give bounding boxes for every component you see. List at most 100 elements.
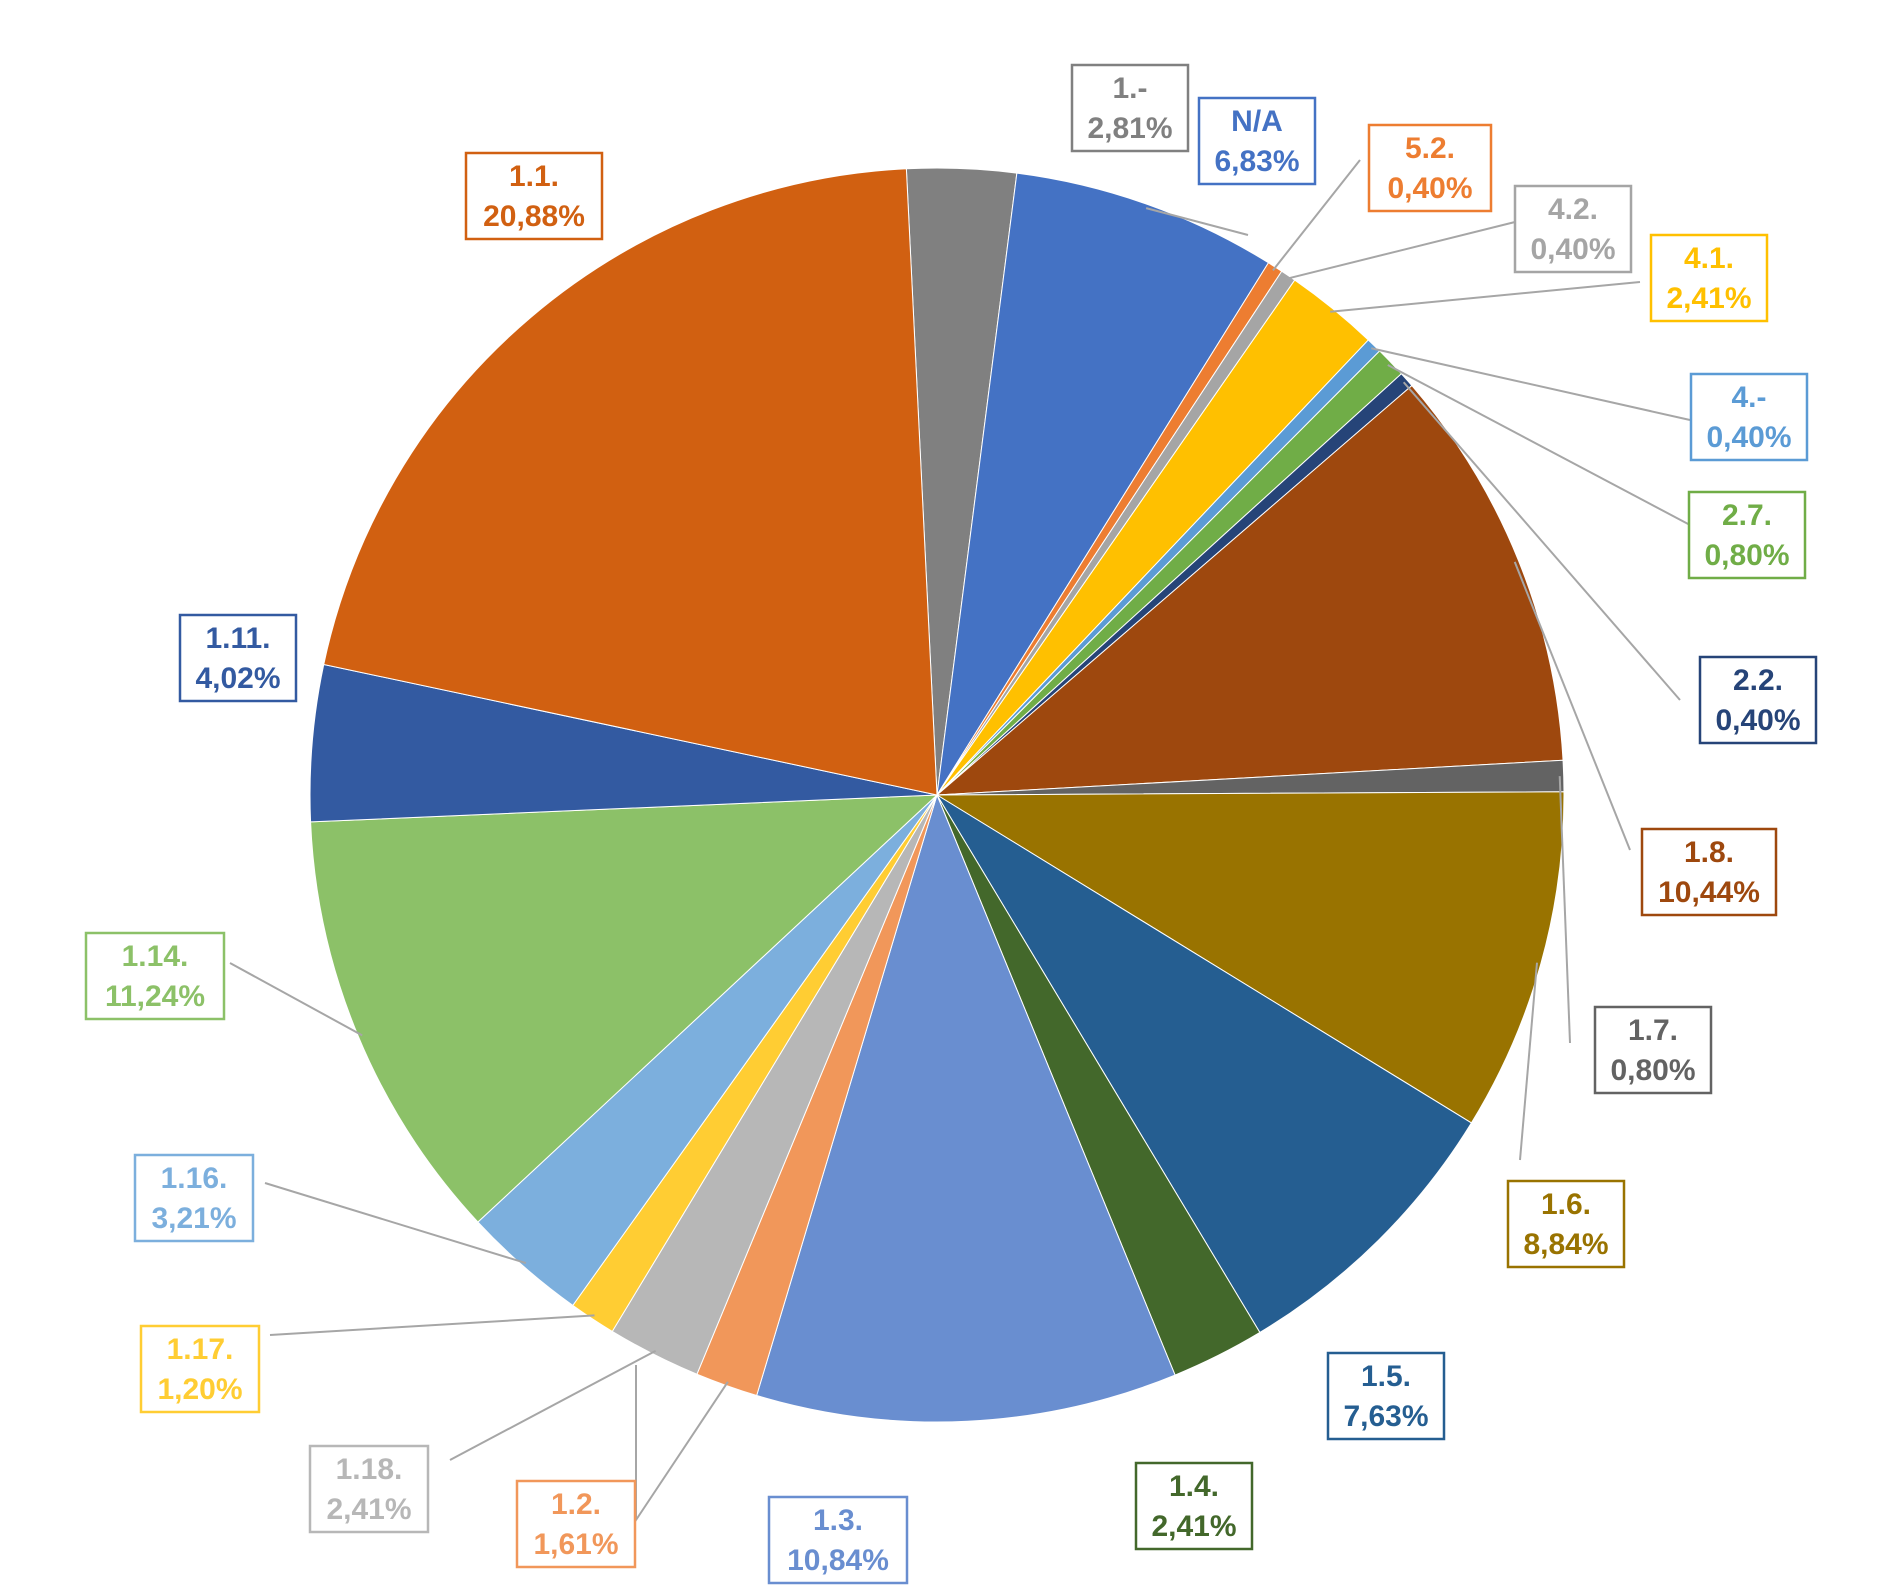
- pie-slice-1-1: [323, 168, 938, 796]
- data-label-box: [1698, 655, 1818, 745]
- data-label: 4.- 0,40%: [1689, 372, 1809, 462]
- data-label: N/A 6,83%: [1197, 96, 1317, 186]
- data-label-category: 2.2.: [1733, 664, 1783, 697]
- data-label-value: 7,63%: [1343, 1400, 1428, 1433]
- leader-line: [1145, 207, 1249, 236]
- data-label-box: [1640, 827, 1778, 917]
- data-label: 1.1. 20,88%: [464, 151, 604, 241]
- data-label: 1.14. 11,24%: [84, 931, 226, 1021]
- data-label-value: 6,83%: [1214, 145, 1299, 178]
- data-label: 1.3. 10,84%: [767, 1495, 909, 1585]
- data-label-value: 2,41%: [1151, 1510, 1236, 1543]
- data-label: 1.2. 1,61%: [515, 1479, 637, 1569]
- leader-line: [1519, 962, 1538, 1161]
- data-label: 2.7. 0,80%: [1687, 490, 1807, 580]
- data-label-value: 1,61%: [533, 1528, 618, 1561]
- data-label-value: 0,40%: [1530, 233, 1615, 266]
- data-label-category: 1.17.: [167, 1333, 234, 1366]
- pie-slice-1-8: [935, 384, 1564, 796]
- leader-line: [1371, 347, 1691, 421]
- data-label-value: 10,44%: [1658, 876, 1760, 909]
- data-label: 1.18. 2,41%: [308, 1444, 430, 1534]
- data-label-box: [139, 1324, 261, 1414]
- data-label-value: 4,02%: [195, 662, 280, 695]
- data-label-value: 2,81%: [1087, 112, 1172, 145]
- data-label-value: 8,84%: [1523, 1228, 1608, 1261]
- data-label-value: 10,84%: [787, 1544, 889, 1577]
- leader-lines: [229, 159, 1691, 1524]
- data-label: 1.7. 0,80%: [1593, 1005, 1713, 1095]
- data-label: 2.2. 0,40%: [1698, 655, 1818, 745]
- data-label-box: [1070, 63, 1190, 153]
- data-label-box: [1513, 184, 1633, 274]
- data-label-category: 1.7.: [1628, 1014, 1678, 1047]
- pie-slice-1-5: [936, 794, 1473, 1334]
- data-label-value: 1,20%: [157, 1373, 242, 1406]
- data-label: 1.- 2,81%: [1070, 63, 1190, 153]
- data-label-category: 1.18.: [336, 1453, 403, 1486]
- data-label-box: [1687, 490, 1807, 580]
- data-label: 4.2. 0,40%: [1513, 184, 1633, 274]
- data-label-box: [133, 1153, 255, 1243]
- data-label: 1.5. 7,63%: [1326, 1351, 1446, 1441]
- leader-line: [1558, 776, 1571, 1044]
- pie-slice-1-6: [935, 791, 1565, 1124]
- leader-line: [635, 1365, 729, 1524]
- data-label-value: 0,80%: [1610, 1054, 1695, 1087]
- leader-line: [1402, 381, 1681, 701]
- data-label-category: N/A: [1231, 105, 1283, 138]
- data-label-category: 1.1.: [509, 160, 559, 193]
- leader-line: [229, 962, 363, 1037]
- data-labels: 1.- 2,81% N/A 6,83% 5.2. 0,40% 4.2. 0,40% 4.1. 2,…: [84, 63, 1818, 1585]
- data-label-category: 5.2.: [1405, 132, 1455, 165]
- data-label-box: [178, 613, 298, 703]
- data-label: 1.17. 1,20%: [139, 1324, 261, 1414]
- data-label-value: 3,21%: [151, 1202, 236, 1235]
- data-label-box: [1649, 233, 1769, 323]
- data-label-category: 1.11.: [205, 622, 270, 655]
- pie-slice-N-A: [936, 172, 1270, 796]
- data-label-category: 1.8.: [1684, 836, 1734, 869]
- pie-slice-1-14: [310, 794, 939, 1223]
- data-label-box: [1134, 1461, 1254, 1551]
- data-label-box: [515, 1479, 637, 1569]
- data-label-value: 20,88%: [483, 200, 585, 233]
- data-label: 1.4. 2,41%: [1134, 1461, 1254, 1551]
- data-label-value: 2,41%: [326, 1493, 411, 1526]
- leader-line: [269, 1314, 595, 1336]
- data-label-value: 0,40%: [1706, 421, 1791, 454]
- data-label-box: [1367, 123, 1493, 213]
- data-label-box: [464, 151, 604, 241]
- data-label-box: [84, 931, 226, 1021]
- data-label-value: 11,24%: [105, 980, 205, 1013]
- data-label-category: 4.1.: [1684, 242, 1734, 275]
- data-label-box: [1326, 1351, 1446, 1441]
- data-label-box: [1689, 372, 1809, 462]
- leader-line: [1513, 561, 1631, 851]
- data-label: 1.8. 10,44%: [1640, 827, 1778, 917]
- data-label-category: 1.4.: [1169, 1470, 1219, 1503]
- leader-line: [449, 1349, 657, 1461]
- leader-line: [1285, 221, 1516, 280]
- data-label-category: 1.3.: [813, 1504, 863, 1537]
- data-label-value: 0,80%: [1704, 539, 1789, 572]
- data-label: 1.6. 8,84%: [1506, 1179, 1626, 1269]
- data-label-category: 4.-: [1731, 381, 1766, 414]
- data-label-box: [767, 1495, 909, 1585]
- leader-line: [1272, 159, 1361, 271]
- data-label-category: 1.5.: [1361, 1360, 1411, 1393]
- data-label-box: [1593, 1005, 1713, 1095]
- pie-slice-1-3: [756, 793, 1176, 1423]
- data-label-value: 0,40%: [1715, 704, 1800, 737]
- data-label-box: [1197, 96, 1317, 186]
- data-label: 5.2. 0,40%: [1367, 123, 1493, 213]
- data-label-value: 0,40%: [1387, 172, 1472, 205]
- data-label-category: 1.6.: [1541, 1188, 1591, 1221]
- leader-line: [264, 1182, 527, 1265]
- data-label-category: 4.2.: [1548, 193, 1598, 226]
- data-label-category: 1.2.: [551, 1488, 601, 1521]
- data-label-box: [308, 1444, 430, 1534]
- data-label-category: 2.7.: [1722, 499, 1772, 532]
- pie-slices: [309, 167, 1565, 1423]
